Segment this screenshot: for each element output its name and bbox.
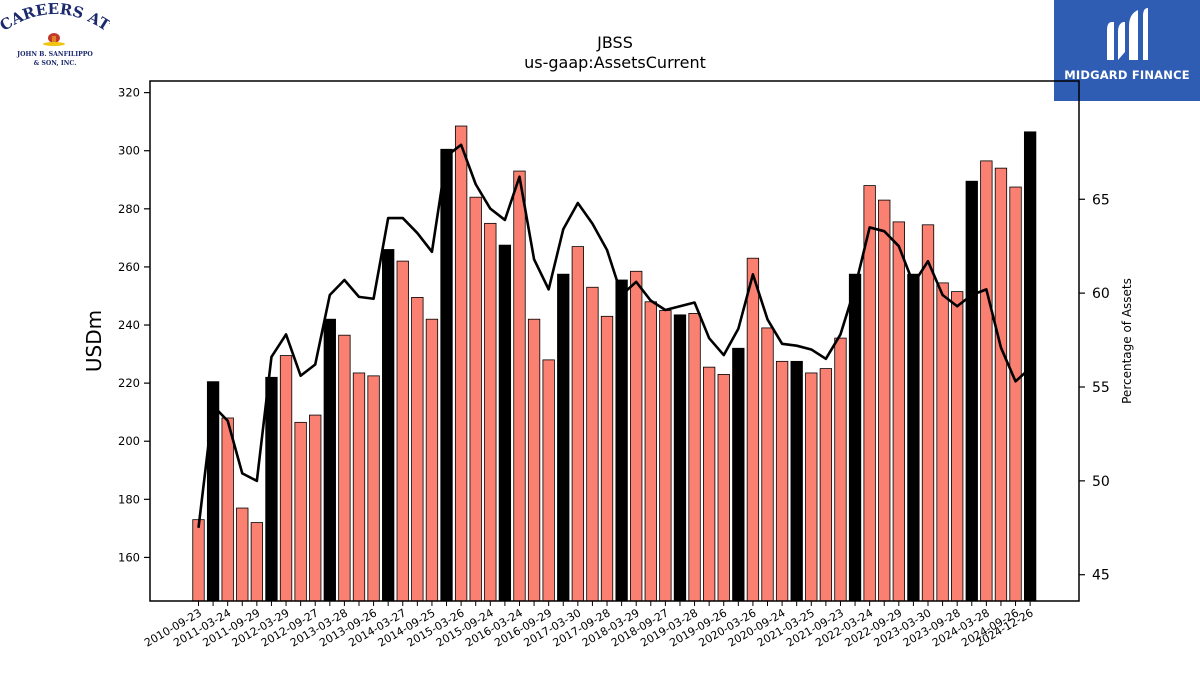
- plot-frame: [149, 80, 1080, 602]
- midgard-logo: MIDGARD FINANCE: [1054, 0, 1200, 101]
- bar: [819, 368, 833, 602]
- y-right-tick-label: 65: [1092, 192, 1110, 208]
- bar: [644, 301, 657, 602]
- bar: [965, 180, 978, 602]
- chart-title: JBSS: [596, 33, 633, 52]
- careers-logo-graphic: CAREERS AT JOHN B. SANFILIPPO & SON, INC…: [0, 0, 114, 67]
- bar: [630, 270, 643, 602]
- y-left-tick-label: 300: [118, 144, 140, 158]
- y-left-tick-label: 220: [118, 376, 140, 390]
- chart-subtitle: us-gaap:AssetsCurrent: [524, 53, 706, 72]
- bar: [615, 279, 628, 602]
- bar: [484, 222, 497, 602]
- y-axis-right: 45 50 55 60 65: [1079, 192, 1110, 584]
- bar: [586, 286, 599, 602]
- bar: [367, 375, 380, 602]
- bar: [513, 170, 526, 602]
- bar: [892, 221, 905, 602]
- bar-series: [192, 125, 1037, 602]
- bar: [454, 125, 468, 602]
- bar: [542, 359, 555, 602]
- midgard-m-icon: [1107, 8, 1148, 60]
- bar: [250, 522, 264, 602]
- careers-logo-company: JOHN B. SANFILIPPO: [16, 51, 93, 58]
- bar: [834, 337, 847, 602]
- bar: [659, 310, 672, 602]
- bar: [980, 160, 993, 602]
- bar: [425, 318, 439, 602]
- bar: [600, 315, 614, 602]
- bar: [1023, 131, 1037, 602]
- bar: [557, 273, 570, 602]
- bar: [221, 417, 234, 602]
- bar: [878, 199, 891, 602]
- line-series: [197, 143, 1031, 528]
- line-path: [197, 143, 1031, 528]
- logo-tree-icon: [43, 33, 65, 46]
- bar: [396, 260, 409, 602]
- bar: [382, 249, 395, 602]
- bar: [848, 273, 862, 602]
- bar: [921, 224, 935, 602]
- bar: [761, 327, 774, 602]
- y-left-tick-label: 200: [118, 434, 140, 448]
- bar: [294, 421, 307, 602]
- y-right-tick-label: 45: [1092, 568, 1110, 584]
- y-left-tick-label: 320: [118, 86, 140, 100]
- x-axis: 2010-09-232011-03-242011-09-292012-03-29…: [142, 601, 1036, 650]
- y-axis-right-label: Percentage of Assets: [1120, 278, 1134, 404]
- y-left-tick-label: 280: [118, 202, 140, 216]
- bar: [498, 244, 512, 602]
- y-left-tick-label: 180: [118, 492, 140, 506]
- bar: [527, 318, 541, 602]
- bar: [805, 372, 818, 602]
- y-left-tick-label: 160: [118, 550, 140, 564]
- bar: [440, 148, 453, 602]
- bar: [673, 314, 687, 602]
- bar: [936, 282, 949, 602]
- bar: [469, 196, 482, 602]
- bar: [790, 360, 803, 602]
- bar: [411, 297, 424, 602]
- bar: [732, 347, 745, 602]
- bar: [309, 414, 322, 602]
- careers-logo-company-suffix: & SON, INC.: [34, 60, 77, 67]
- bar: [907, 273, 920, 602]
- bar: [951, 291, 964, 602]
- y-axis-left: 160 180 200 220 240 260 280 300 320: [118, 86, 150, 564]
- bar: [746, 257, 760, 602]
- midgard-logo-text: MIDGARD FINANCE: [1064, 68, 1190, 82]
- careers-logo: CAREERS AT JOHN B. SANFILIPPO & SON, INC…: [0, 0, 114, 72]
- bar: [717, 374, 730, 602]
- bar: [279, 355, 293, 602]
- bar: [265, 376, 278, 602]
- bar: [688, 312, 701, 602]
- y-left-tick-label: 260: [118, 260, 140, 274]
- bar: [338, 334, 351, 602]
- y-right-tick-label: 55: [1092, 380, 1110, 396]
- bar: [775, 360, 789, 602]
- bar: [703, 366, 716, 602]
- y-axis-left-label: USDm: [82, 310, 106, 372]
- bar: [994, 167, 1008, 602]
- bar: [1009, 186, 1022, 602]
- bar: [236, 507, 249, 602]
- y-right-tick-label: 60: [1092, 286, 1110, 302]
- bar: [323, 318, 336, 602]
- y-left-tick-label: 240: [118, 318, 140, 332]
- bar: [571, 246, 584, 602]
- y-right-tick-label: 50: [1092, 474, 1110, 490]
- bar: [192, 519, 205, 602]
- bar: [352, 372, 366, 602]
